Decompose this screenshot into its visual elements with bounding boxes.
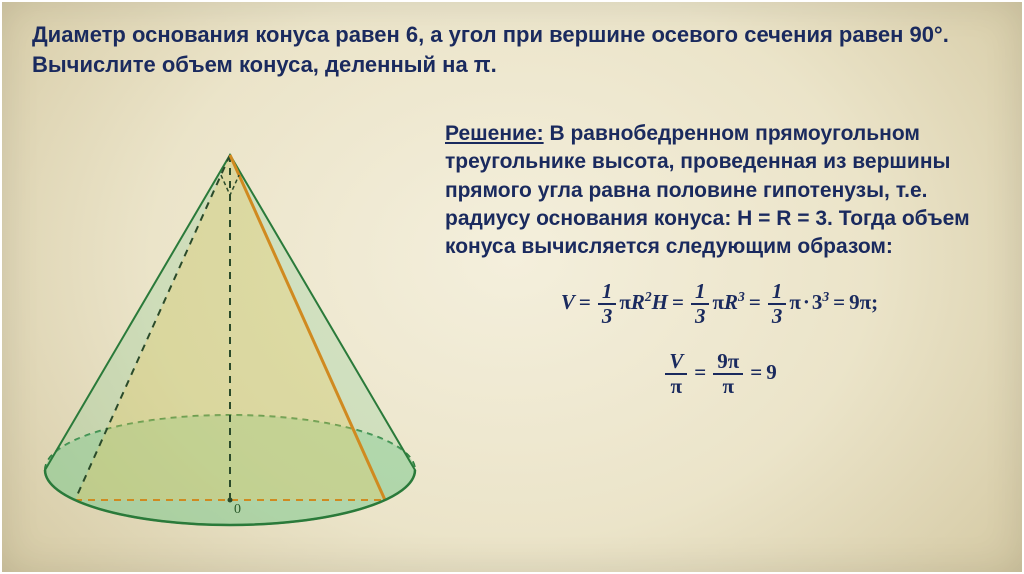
problem-title: Диаметр основания конуса равен 6, а угол… [32,20,992,79]
solution-label: Решение: [445,122,544,145]
formula-2: Vπ=9ππ=9 [445,350,994,398]
f1-lhs: V [561,290,575,314]
center-point [228,498,233,503]
cone-svg [20,115,440,555]
origin-label: 0 [234,502,241,518]
solution-block: Решение: В равнобедренном прямоугольном … [445,120,994,398]
formula-1: V=13πR2H=13πR3=13π·33=9π; [445,280,994,328]
cone-figure: 0 [20,115,440,535]
